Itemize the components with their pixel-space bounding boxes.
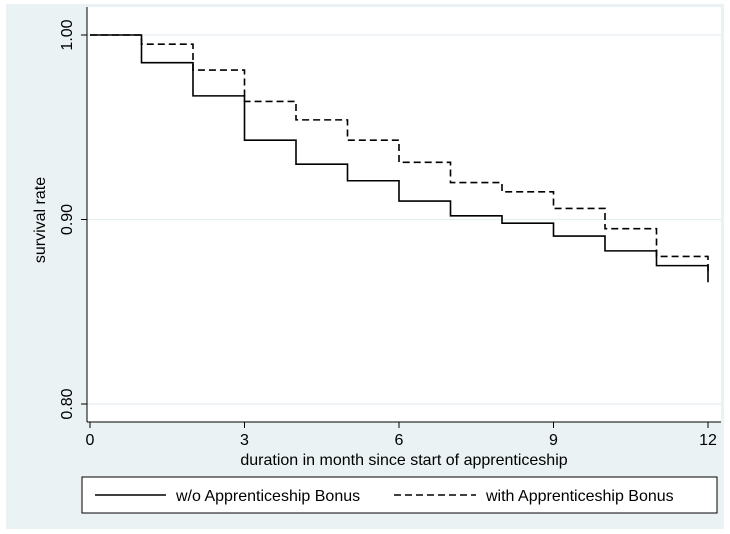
- legend: w/o Apprenticeship Bonus with Apprentices…: [81, 476, 718, 514]
- x-tick-label: 3: [240, 432, 249, 449]
- series-group: [90, 34, 709, 283]
- x-tick-label: 0: [86, 432, 95, 449]
- x-tick-label: 6: [395, 432, 404, 449]
- y-tick-label: 0.80: [59, 388, 76, 419]
- y-axis-title: survival rate: [32, 177, 49, 263]
- x-tick-label: 9: [549, 432, 558, 449]
- plot-area: [87, 7, 721, 422]
- axes: 0.80 0.90 1.00 0 3 6 9 12: [59, 7, 721, 449]
- legend-label-with-bonus: with Apprenticeship Bonus: [485, 488, 674, 505]
- y-tick-label: 1.00: [59, 19, 76, 50]
- legend-label-without-bonus: w/o Apprenticeship Bonus: [175, 488, 360, 505]
- chart-frame: 0.80 0.90 1.00 0 3 6 9 12 duration in month sin…: [6, 4, 724, 529]
- x-tick-label: 12: [699, 432, 717, 449]
- x-axis-title: duration in month since start of apprent…: [240, 452, 567, 469]
- series-line-without-bonus: [90, 34, 709, 283]
- gridlines: [87, 34, 721, 405]
- chart: 0.80 0.90 1.00 0 3 6 9 12 duration in month sin…: [32, 7, 721, 514]
- y-tick-label: 0.90: [59, 204, 76, 235]
- series-line-with-bonus: [90, 34, 709, 275]
